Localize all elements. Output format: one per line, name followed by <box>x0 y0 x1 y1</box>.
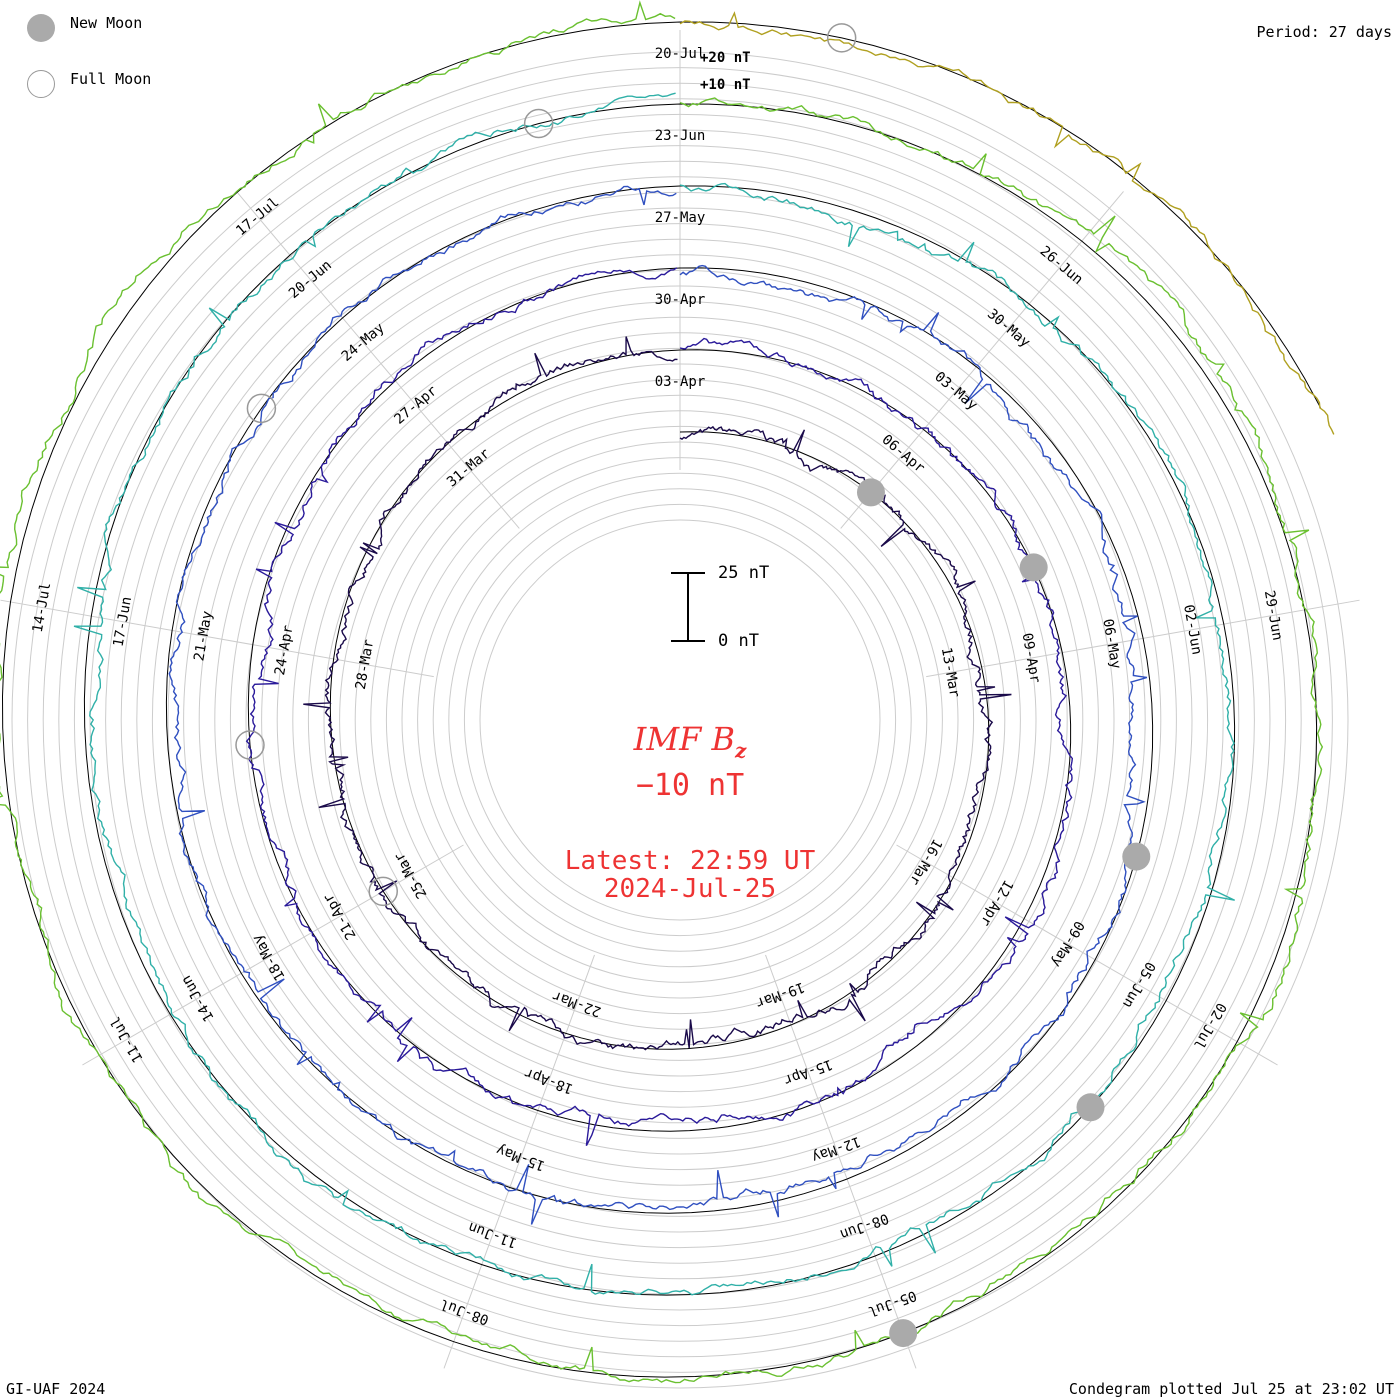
date-tick-label: 17-Jun <box>111 595 136 648</box>
credit-label: GI-UAF 2024 <box>6 1380 106 1398</box>
grid-spoke <box>236 191 520 529</box>
date-tick-label: 05-Jun <box>1119 959 1158 1011</box>
date-tick-label: 30-May <box>984 306 1033 351</box>
grid-circle <box>463 503 897 937</box>
grid-spoke <box>0 599 434 678</box>
date-tick-label: 15-May <box>494 1141 547 1173</box>
full-moon-marker <box>246 393 277 424</box>
date-tick-label: 18-May <box>249 931 288 983</box>
plotted-timestamp: Condegram plotted Jul 25 at 23:02 UT <box>1068 1380 1394 1398</box>
date-tick-label: 23-Jun <box>655 128 706 144</box>
date-tick-label: 22-Mar <box>550 987 603 1019</box>
date-tick-label: 06-Apr <box>879 432 928 477</box>
quantity-title-sub: z <box>734 738 747 763</box>
new-moon-marker <box>889 1319 918 1348</box>
date-tick-label: 08-Jul <box>438 1295 491 1327</box>
grid-spoke <box>82 844 464 1066</box>
new-moon-marker <box>1019 553 1048 582</box>
series-rotation-1 <box>303 336 1012 1051</box>
latest-date: 2024-Jul-25 <box>603 874 777 905</box>
quantity-title: IMF Bz <box>490 720 890 762</box>
series-rotation-3 <box>168 185 1148 1225</box>
series-rotation-2 <box>245 267 1074 1147</box>
date-tick-label: 27-May <box>655 210 706 226</box>
date-tick-label: 20-Jul <box>655 46 706 62</box>
grid-spoke <box>840 191 1124 529</box>
date-tick-label: 11-Jul <box>107 1013 146 1065</box>
grid-spoke <box>443 954 595 1369</box>
new-moon-marker <box>1076 1093 1105 1122</box>
series-group <box>0 0 1335 1384</box>
date-tick-label: 11-Jun <box>466 1218 519 1250</box>
scale-bar <box>671 572 705 642</box>
new-moon-marker <box>1122 842 1151 871</box>
date-tick-label: 21-May <box>191 610 216 663</box>
date-tick-label: 02-Jul <box>1190 1000 1229 1052</box>
date-tick-label: 20-Jun <box>286 257 335 302</box>
grid-spoke <box>765 954 917 1369</box>
date-tick-label: 28-Mar <box>353 638 378 691</box>
current-value: −10 nT <box>635 768 745 804</box>
grid-circle <box>448 488 912 952</box>
full-moon-marker <box>523 108 554 139</box>
date-tick-label: 12-May <box>810 1133 863 1165</box>
new-moon-icon <box>27 14 55 42</box>
date-tick-label: 06-May <box>1099 618 1124 671</box>
period-label: Period: 27 days <box>1256 23 1392 41</box>
outer-scale-upper: +20 nT <box>700 50 751 66</box>
date-tick-label: 09-Apr <box>1019 632 1044 685</box>
latest-time: Latest: 22:59 UT <box>564 846 816 877</box>
date-tick-label: 15-Apr <box>782 1056 835 1088</box>
full-moon-marker <box>235 730 265 760</box>
center-readout: IMF Bz −10 nT Latest: 22:59 UT 2024-Jul-… <box>490 720 890 903</box>
legend-full-moon: Full Moon <box>70 70 152 88</box>
quantity-title-main: IMF B <box>633 720 735 758</box>
date-tick-label: 14-Jun <box>178 972 217 1024</box>
series-rotation-6 <box>679 11 1335 435</box>
series-rotation-4 <box>73 92 1235 1296</box>
full-moon-icon <box>27 70 55 98</box>
scale-top-label: 25 nT <box>718 563 770 583</box>
full-moon-marker <box>368 876 398 907</box>
date-tick-label: 03-Apr <box>655 374 706 390</box>
moon-markers <box>235 23 1151 1348</box>
grid-circle <box>479 519 881 921</box>
outer-scale-lower: +10 nT <box>700 77 751 93</box>
date-tick-label: 24-Apr <box>272 624 297 677</box>
series-rotation-5 <box>0 0 1324 1384</box>
date-tick-label: 18-Apr <box>522 1064 575 1096</box>
date-tick-label: 13-Mar <box>938 646 963 699</box>
date-tick-label: 29-Jun <box>1261 589 1286 642</box>
grid-circle <box>432 472 928 968</box>
date-tick-label: 30-Apr <box>655 292 706 308</box>
date-tick-label: 09-May <box>1048 918 1087 970</box>
new-moon-marker <box>856 478 885 507</box>
date-tick-label: 05-Jul <box>866 1287 919 1319</box>
legend-new-moon: New Moon <box>70 14 143 32</box>
full-moon-marker <box>826 23 857 53</box>
scale-bottom-label: 0 nT <box>718 631 759 651</box>
